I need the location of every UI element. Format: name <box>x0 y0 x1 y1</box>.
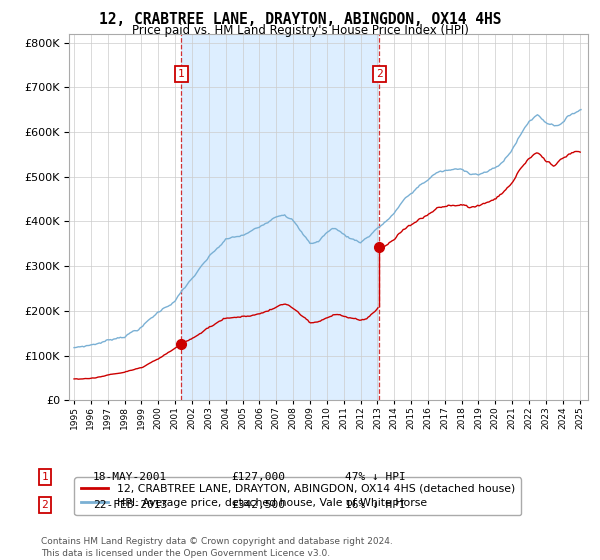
Bar <box>181 34 379 400</box>
Text: 12, CRABTREE LANE, DRAYTON, ABINGDON, OX14 4HS: 12, CRABTREE LANE, DRAYTON, ABINGDON, OX… <box>99 12 501 27</box>
Text: 1: 1 <box>41 472 49 482</box>
Text: 16% ↓ HPI: 16% ↓ HPI <box>345 500 406 510</box>
Text: 47% ↓ HPI: 47% ↓ HPI <box>345 472 406 482</box>
Text: Price paid vs. HM Land Registry's House Price Index (HPI): Price paid vs. HM Land Registry's House … <box>131 24 469 37</box>
Text: 18-MAY-2001: 18-MAY-2001 <box>93 472 167 482</box>
Text: Contains HM Land Registry data © Crown copyright and database right 2024.
This d: Contains HM Land Registry data © Crown c… <box>41 537 392 558</box>
Text: 2: 2 <box>41 500 49 510</box>
Text: 2: 2 <box>376 69 383 79</box>
Text: £127,000: £127,000 <box>231 472 285 482</box>
Legend: 12, CRABTREE LANE, DRAYTON, ABINGDON, OX14 4HS (detached house), HPI: Average pr: 12, CRABTREE LANE, DRAYTON, ABINGDON, OX… <box>74 477 521 515</box>
Text: £342,500: £342,500 <box>231 500 285 510</box>
Text: 1: 1 <box>178 69 185 79</box>
Text: 22-FEB-2013: 22-FEB-2013 <box>93 500 167 510</box>
